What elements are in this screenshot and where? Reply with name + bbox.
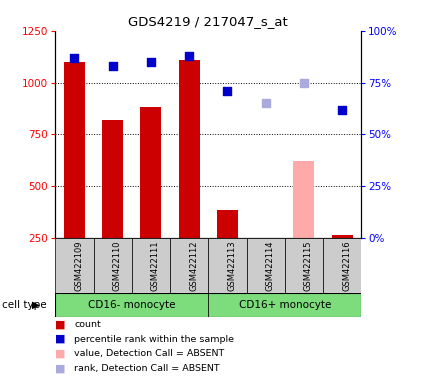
Point (71, 55, 78, 61)
Bar (55, 293, 208, 317)
Point (186, 53, 193, 59)
Text: rank, Detection Call = ABSENT: rank, Detection Call = ABSENT (74, 364, 220, 373)
Point (109, 63, 116, 69)
Point (224, 88, 231, 94)
Text: ■: ■ (55, 334, 66, 344)
Text: GSM422110: GSM422110 (113, 241, 122, 291)
Text: GSM422115: GSM422115 (304, 241, 313, 291)
Text: GSM422113: GSM422113 (227, 241, 236, 291)
Text: ■: ■ (55, 363, 66, 373)
Text: value, Detection Call = ABSENT: value, Detection Call = ABSENT (74, 349, 225, 358)
Text: ▶: ▶ (32, 300, 40, 310)
Bar (132, 238, 170, 294)
Point (262, 100, 269, 106)
Text: GSM422114: GSM422114 (266, 241, 275, 291)
Title: GDS4219 / 217047_s_at: GDS4219 / 217047_s_at (128, 15, 288, 28)
Text: GSM422109: GSM422109 (74, 241, 83, 291)
Text: GSM422112: GSM422112 (189, 241, 198, 291)
Point (300, 79, 307, 86)
Text: ■: ■ (55, 319, 66, 329)
Bar (208, 293, 361, 317)
Bar (170, 238, 208, 294)
Bar (323, 238, 361, 294)
Text: CD16+ monocyte: CD16+ monocyte (238, 300, 331, 310)
Point (147, 59, 154, 65)
Bar (285, 238, 323, 294)
Text: cell type: cell type (2, 300, 47, 310)
Text: percentile rank within the sample: percentile rank within the sample (74, 334, 234, 344)
Bar (217, 210, 238, 238)
Text: CD16- monocyte: CD16- monocyte (88, 300, 176, 310)
Bar (246, 238, 285, 294)
Bar (55, 238, 94, 294)
Point (339, 106, 346, 113)
Text: ■: ■ (55, 349, 66, 359)
Text: GSM422111: GSM422111 (151, 241, 160, 291)
Bar (64, 62, 85, 238)
Bar (140, 108, 162, 238)
Bar (178, 60, 200, 238)
Text: count: count (74, 320, 101, 329)
Bar (208, 238, 246, 294)
Bar (332, 235, 353, 238)
Text: GSM422116: GSM422116 (342, 241, 351, 291)
Bar (293, 161, 314, 238)
Bar (102, 120, 123, 238)
Bar (94, 238, 132, 294)
